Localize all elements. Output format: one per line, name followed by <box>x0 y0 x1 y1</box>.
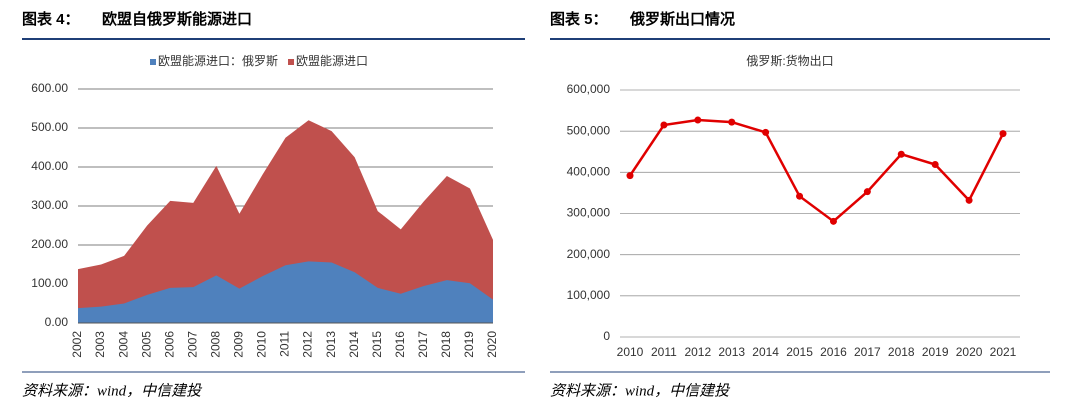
chart-title: 俄罗斯出口情况 <box>629 10 735 28</box>
legend-label: 欧盟能源进口 <box>296 54 368 68</box>
y-tick-label: 500.00 <box>31 120 68 134</box>
x-tick-label: 2020 <box>956 345 983 359</box>
x-tick-label: 2018 <box>888 345 915 359</box>
point <box>728 118 736 126</box>
point <box>762 128 770 136</box>
line <box>628 118 1005 223</box>
y-tick-label: 400.00 <box>31 159 68 173</box>
x-tick-label: 2017 <box>854 345 881 359</box>
x-tick-label: 2008 <box>209 331 223 358</box>
legend-label: 俄罗斯:货物出口 <box>746 53 833 68</box>
y-tick-label: 500,000 <box>567 123 611 137</box>
x-tick-label: 2012 <box>301 331 315 358</box>
y-tick-label: 200.00 <box>31 237 68 251</box>
point <box>796 192 804 200</box>
point <box>829 217 837 225</box>
x-tick-label: 2009 <box>232 331 246 358</box>
x-tick-label: 2007 <box>185 331 199 358</box>
y-tick-label: 200,000 <box>567 247 611 261</box>
point <box>626 172 634 180</box>
x-tick-label: 2010 <box>255 331 269 358</box>
y-tick-label: 0.00 <box>45 315 69 329</box>
figure-label: 图表 5： <box>550 10 608 28</box>
x-tick-label: 2012 <box>684 345 711 359</box>
point <box>897 150 905 158</box>
x-tick-label: 2013 <box>324 331 338 358</box>
x-tick-label: 2019 <box>922 345 949 359</box>
area <box>78 261 493 323</box>
y-tick-label: 300,000 <box>567 206 611 220</box>
y-tick-label: 100.00 <box>31 276 68 290</box>
y-tick-label: 600.00 <box>31 81 68 95</box>
source-note: 资料来源：wind，中信建投 <box>22 382 203 399</box>
x-tick-label: 2010 <box>617 345 644 359</box>
x-tick-label: 2020 <box>485 331 499 358</box>
x-tick-label: 2004 <box>116 331 130 358</box>
x-tick-label: 2019 <box>462 331 476 358</box>
point <box>965 196 973 204</box>
x-tick-label: 2017 <box>416 331 430 358</box>
x-tick-label: 2005 <box>139 331 153 358</box>
y-tick-label: 100,000 <box>567 288 611 302</box>
legend-swatch <box>150 59 156 65</box>
source-note: 资料来源：wind，中信建投 <box>550 382 731 399</box>
x-tick-label: 2014 <box>347 331 361 358</box>
legend-swatch <box>288 59 295 65</box>
x-tick-label: 2014 <box>752 345 779 359</box>
x-tick-label: 2018 <box>439 331 453 358</box>
y-tick-label: 300.00 <box>31 198 68 212</box>
x-tick-label: 2016 <box>820 345 847 359</box>
y-tick-label: 600,000 <box>567 82 611 96</box>
x-tick-label: 2021 <box>990 345 1017 359</box>
y-tick-label: 0 <box>603 329 610 343</box>
area <box>78 120 493 323</box>
x-tick-label: 2011 <box>651 345 677 359</box>
figure-label: 图表 4： <box>22 10 80 28</box>
x-tick-label: 2003 <box>93 331 107 358</box>
x-tick-label: 2016 <box>393 331 407 358</box>
point <box>999 130 1007 138</box>
x-tick-label: 2013 <box>718 345 745 359</box>
y-tick-label: 400,000 <box>567 165 611 179</box>
x-tick-label: 2002 <box>70 331 84 358</box>
point <box>694 116 702 124</box>
legend-label: 欧盟能源进口：俄罗斯 <box>158 54 278 68</box>
x-tick-label: 2006 <box>162 331 176 358</box>
chart-title: 欧盟自俄罗斯能源进口 <box>102 10 252 28</box>
point <box>931 161 939 169</box>
x-tick-label: 2015 <box>786 345 813 359</box>
x-tick-label: 2015 <box>370 331 384 358</box>
point <box>863 188 871 196</box>
point <box>660 121 668 129</box>
x-tick-label: 2011 <box>278 331 292 357</box>
